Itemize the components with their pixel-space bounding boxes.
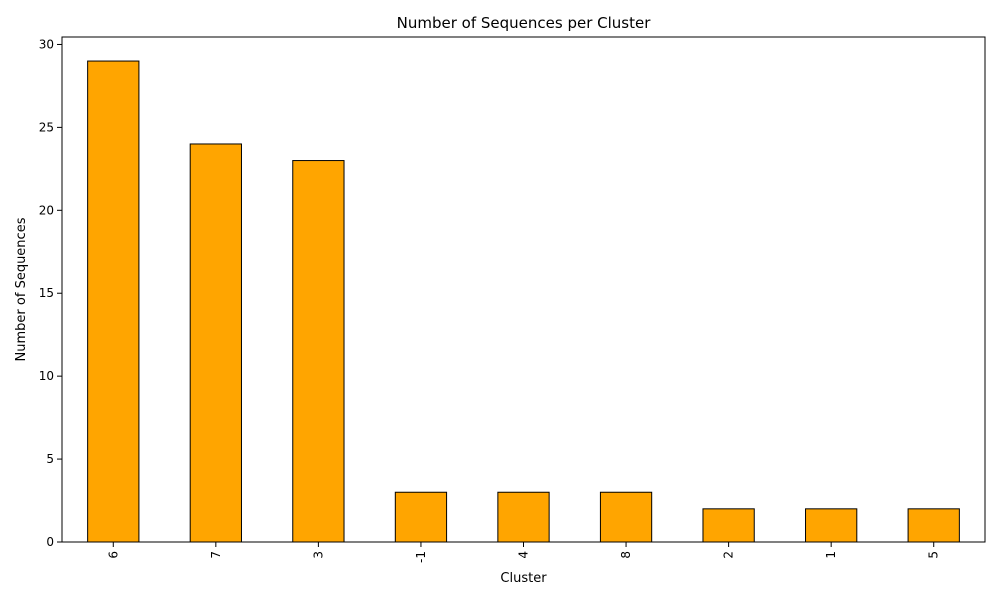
bars-group (87, 60, 960, 543)
y-tick-label: 20 (39, 203, 54, 217)
x-tick-label: 7 (209, 551, 223, 559)
bar-cluster-3 (292, 160, 345, 543)
bar-cluster--1 (394, 491, 448, 543)
bar-cluster-6 (87, 60, 140, 543)
y-axis: 0 5 10 15 20 25 30 (39, 37, 62, 549)
bar-cluster-8 (599, 491, 653, 543)
x-tick-label: -1 (414, 551, 428, 563)
y-tick-label: 25 (39, 120, 54, 134)
x-axis: 6 7 3 -1 4 8 2 1 5 (106, 542, 941, 563)
y-tick-label: 5 (46, 452, 54, 466)
x-tick-label: 6 (106, 551, 120, 559)
chart-title: Number of Sequences per Cluster (397, 14, 652, 32)
x-tick-label: 1 (824, 551, 838, 559)
bar-cluster-5 (907, 508, 960, 543)
bar-cluster-2 (702, 508, 755, 543)
y-tick-label: 10 (39, 369, 54, 383)
x-tick-label: 2 (722, 551, 736, 559)
bar-cluster-7 (189, 143, 242, 543)
x-axis-title: Cluster (500, 571, 547, 586)
bar-cluster-1 (805, 508, 858, 543)
bar-cluster-4 (497, 491, 550, 543)
x-tick-label: 8 (619, 551, 633, 559)
x-tick-label: 5 (927, 551, 941, 559)
y-axis-title: Number of Sequences (14, 217, 29, 361)
y-tick-label: 30 (39, 37, 54, 51)
y-tick-label: 0 (46, 535, 54, 549)
x-tick-label: 3 (311, 551, 325, 559)
x-tick-label: 4 (517, 551, 531, 559)
y-tick-label: 15 (39, 286, 54, 300)
plot-frame (61, 36, 986, 543)
